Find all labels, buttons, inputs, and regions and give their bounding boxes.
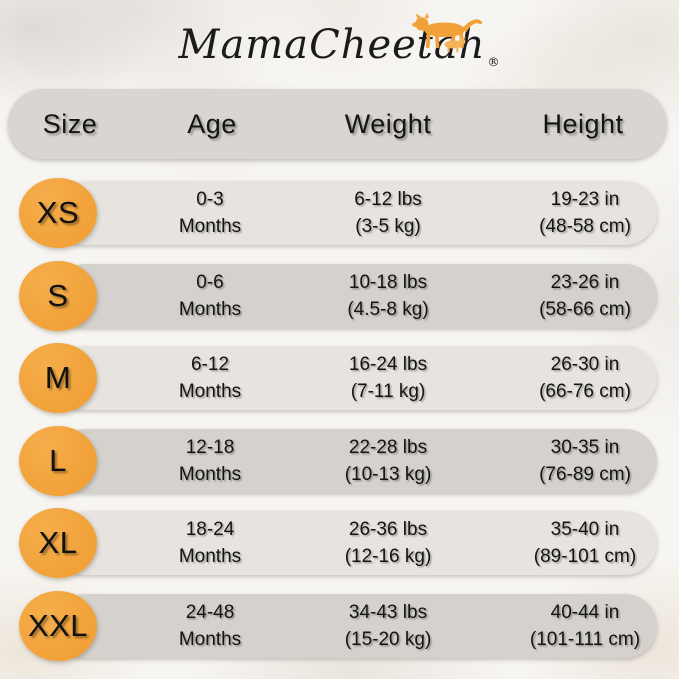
header-cell-height: Height bbox=[542, 109, 624, 139]
age-cell: 0-3 Months bbox=[110, 181, 310, 245]
height-cm: (58-66 cm) bbox=[539, 299, 631, 320]
row-background bbox=[54, 346, 657, 410]
weight-cell: 22-28 lbs (10-13 kg) bbox=[288, 429, 488, 493]
size-badge: XXL bbox=[19, 591, 97, 661]
age-range: 0-6 bbox=[196, 272, 224, 293]
table-row: M 6-12 Months 16-24 lbs (7-11 kg) 26-30 … bbox=[0, 343, 679, 413]
header-cell-age: Age bbox=[187, 109, 237, 139]
weight-lbs: 16-24 lbs bbox=[348, 354, 428, 375]
size-badge: M bbox=[19, 343, 97, 413]
table-row: XXL 24-48 Months 34-43 lbs (15-20 kg) 40… bbox=[0, 591, 679, 661]
table-row: S 0-6 Months 10-18 lbs (4.5-8 kg) 23-26 … bbox=[0, 261, 679, 331]
size-label: L bbox=[49, 443, 67, 478]
header-cell-size: Size bbox=[42, 109, 98, 139]
weight-lbs: 34-43 lbs bbox=[348, 602, 428, 623]
size-badge: L bbox=[19, 426, 97, 496]
height-in: 30-35 in bbox=[550, 437, 620, 458]
height-cell: 35-40 in (89-101 cm) bbox=[475, 511, 679, 575]
table-row: XL 18-24 Months 26-36 lbs (12-16 kg) 35-… bbox=[0, 508, 679, 578]
row-background bbox=[54, 511, 657, 575]
age-cell: 18-24 Months bbox=[110, 511, 310, 575]
height-cm: (101-111 cm) bbox=[529, 629, 641, 650]
weight-kg: (3-5 kg) bbox=[355, 216, 421, 237]
size-label: XXL bbox=[27, 608, 89, 643]
row-background bbox=[54, 264, 657, 328]
height-in: 26-30 in bbox=[550, 354, 620, 375]
brand-logo-text: MamaCheetah ® bbox=[179, 12, 501, 91]
age-cell: 0-6 Months bbox=[110, 264, 310, 328]
age-unit: Months bbox=[178, 629, 242, 650]
size-badge: XS bbox=[19, 178, 97, 248]
size-badge: S bbox=[19, 261, 97, 331]
table-row: XS 0-3 Months 6-12 lbs (3-5 kg) 19-23 in… bbox=[0, 178, 679, 248]
height-in: 35-40 in bbox=[550, 519, 620, 540]
size-label: S bbox=[47, 278, 69, 313]
height-in: 19-23 in bbox=[550, 189, 620, 210]
weight-kg: (10-13 kg) bbox=[344, 464, 432, 485]
weight-lbs: 6-12 lbs bbox=[354, 189, 422, 210]
header-cell-weight: Weight bbox=[344, 109, 432, 139]
age-range: 24-48 bbox=[185, 602, 235, 623]
height-cell: 23-26 in (58-66 cm) bbox=[475, 264, 679, 328]
size-label: XS bbox=[36, 195, 80, 230]
age-unit: Months bbox=[178, 464, 242, 485]
weight-cell: 10-18 lbs (4.5-8 kg) bbox=[288, 264, 488, 328]
table-row: L 12-18 Months 22-28 lbs (10-13 kg) 30-3… bbox=[0, 426, 679, 496]
height-in: 23-26 in bbox=[550, 272, 620, 293]
height-cm: (66-76 cm) bbox=[539, 381, 631, 402]
weight-kg: (4.5-8 kg) bbox=[347, 299, 429, 320]
age-range: 0-3 bbox=[196, 189, 224, 210]
height-cm: (89-101 cm) bbox=[533, 546, 637, 567]
size-badge: XL bbox=[19, 508, 97, 578]
weight-lbs: 22-28 lbs bbox=[348, 437, 428, 458]
brand-logo: MamaCheetah ® bbox=[0, 6, 679, 84]
age-range: 18-24 bbox=[185, 519, 235, 540]
age-range: 12-18 bbox=[185, 437, 235, 458]
row-background bbox=[54, 181, 657, 245]
height-cell: 26-30 in (66-76 cm) bbox=[475, 346, 679, 410]
weight-kg: (12-16 kg) bbox=[344, 546, 432, 567]
height-cm: (48-58 cm) bbox=[539, 216, 631, 237]
age-cell: 24-48 Months bbox=[110, 594, 310, 658]
size-label: XL bbox=[38, 525, 78, 560]
weight-cell: 6-12 lbs (3-5 kg) bbox=[288, 181, 488, 245]
height-cell: 19-23 in (48-58 cm) bbox=[475, 181, 679, 245]
weight-kg: (15-20 kg) bbox=[344, 629, 432, 650]
cheetah-icon bbox=[412, 12, 483, 53]
weight-cell: 26-36 lbs (12-16 kg) bbox=[288, 511, 488, 575]
age-cell: 6-12 Months bbox=[110, 346, 310, 410]
weight-lbs: 26-36 lbs bbox=[348, 519, 428, 540]
weight-cell: 16-24 lbs (7-11 kg) bbox=[288, 346, 488, 410]
registered-mark: ® bbox=[487, 55, 501, 69]
weight-cell: 34-43 lbs (15-20 kg) bbox=[288, 594, 488, 658]
age-unit: Months bbox=[178, 299, 242, 320]
age-cell: 12-18 Months bbox=[110, 429, 310, 493]
height-cell: 30-35 in (76-89 cm) bbox=[475, 429, 679, 493]
height-cm: (76-89 cm) bbox=[539, 464, 631, 485]
age-unit: Months bbox=[178, 216, 242, 237]
age-range: 6-12 bbox=[190, 354, 230, 375]
height-in: 40-44 in bbox=[550, 602, 620, 623]
weight-lbs: 10-18 lbs bbox=[348, 272, 428, 293]
size-label: M bbox=[44, 360, 72, 395]
age-unit: Months bbox=[178, 381, 242, 402]
table-header-bar bbox=[8, 89, 667, 159]
height-cell: 40-44 in (101-111 cm) bbox=[475, 594, 679, 658]
weight-kg: (7-11 kg) bbox=[350, 381, 426, 402]
row-background bbox=[54, 429, 657, 493]
row-background bbox=[54, 594, 657, 658]
age-unit: Months bbox=[178, 546, 242, 567]
